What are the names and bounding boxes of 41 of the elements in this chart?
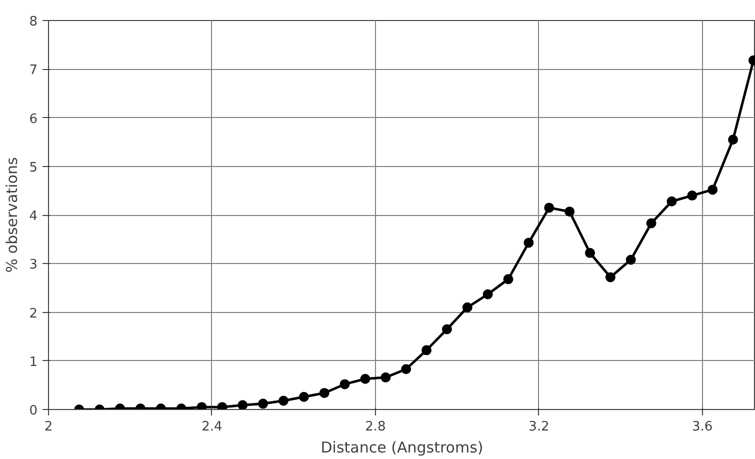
point (340, 379, 350, 390)
point (524, 238, 534, 248)
y-tick-label: 7 (29, 63, 38, 78)
y-tick-label: 2 (29, 306, 38, 322)
point (564, 206, 575, 217)
x-tick-label: 2.8 (365, 420, 386, 434)
point (626, 254, 636, 265)
point (442, 324, 452, 334)
point (401, 364, 412, 374)
point (319, 388, 330, 398)
point (728, 134, 738, 145)
point (482, 289, 493, 300)
x-tick-label: 2 (44, 420, 53, 434)
point (503, 274, 514, 284)
x-tick-label: 2.4 (202, 420, 222, 434)
y-tick-label: 3 (29, 258, 38, 273)
x-tick-label: 3.2 (528, 420, 550, 434)
point (422, 345, 432, 356)
y-tick-label: 6 (29, 112, 38, 127)
point (605, 272, 616, 282)
x-axis-title: Distance (Angstroms) (320, 438, 484, 456)
point (462, 302, 472, 312)
point (708, 184, 718, 195)
y-tick-label: 8 (29, 14, 38, 30)
point (360, 374, 370, 384)
y-tick-label: 0 (29, 404, 38, 418)
point (687, 190, 698, 201)
x-tick-label: 3.6 (692, 420, 713, 434)
point (238, 400, 248, 410)
point (298, 392, 309, 402)
point (646, 218, 656, 228)
y-tick-label: 1 (29, 354, 38, 370)
point (544, 202, 554, 213)
point (278, 396, 288, 406)
y-tick-label: 5 (29, 160, 38, 176)
point (258, 398, 268, 409)
point (380, 372, 391, 382)
y-tick-label: 4 (29, 209, 38, 224)
point (584, 248, 595, 258)
point (666, 196, 677, 206)
y-axis-title: % observations (3, 157, 22, 273)
